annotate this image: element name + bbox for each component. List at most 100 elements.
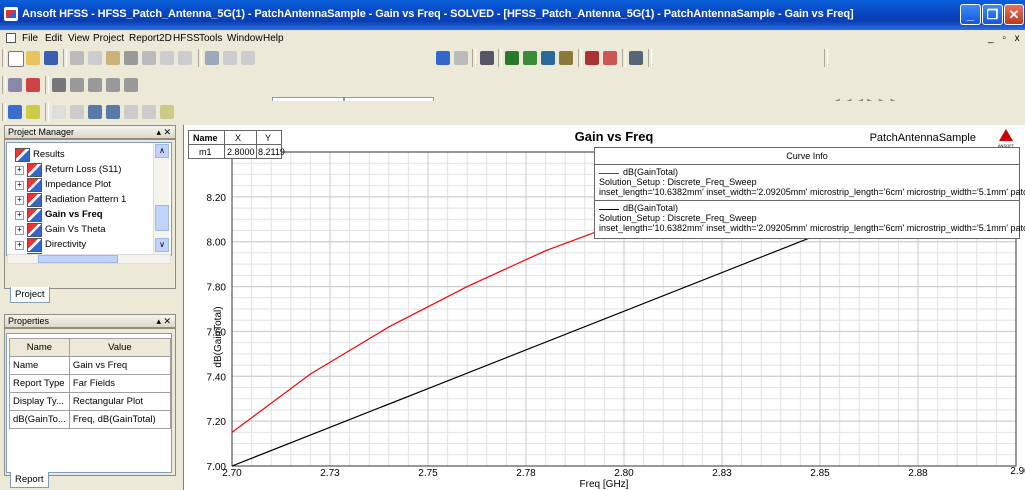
draw-icon[interactable]	[52, 78, 66, 92]
zoom-in-icon[interactable]	[88, 105, 102, 119]
draw5-icon[interactable]	[124, 78, 138, 92]
menu-help[interactable]: Help	[263, 33, 284, 44]
redo-icon[interactable]	[178, 51, 192, 65]
gain-vs-freq-chart[interactable]: 2.70 2.73 2.75 2.78 2.80 2.83 2.85 2.88 7.00 7.20…	[184, 125, 1025, 490]
select-icon[interactable]	[205, 51, 219, 65]
property-row[interactable]: Report Type Far Fields	[9, 374, 172, 393]
xaxis-tick-label: 2.83	[712, 468, 732, 479]
project-manager-header: Project Manager ▴ ✕	[4, 125, 176, 139]
menu-view[interactable]: View	[68, 33, 90, 44]
cut-icon[interactable]	[70, 51, 84, 65]
property-value[interactable]: Far Fields	[68, 374, 172, 393]
window-icon[interactable]	[629, 51, 643, 65]
panel-pin-close-icon[interactable]: ▴ ✕	[156, 127, 171, 137]
tree-item[interactable]: + Radiation Pattern 1	[7, 192, 153, 208]
property-key: Display Ty...	[9, 392, 70, 411]
zoom-icon[interactable]	[70, 105, 84, 119]
tree-item[interactable]: + Impedance Plot	[7, 177, 153, 193]
toolbar-standard: ∧∧∧∧∧∧∧∧∧ ◀◀◀▶▶▶	[0, 47, 1025, 113]
tree-scrollbar[interactable]: ∧ ∨	[153, 143, 169, 255]
marker-icon[interactable]	[585, 51, 599, 65]
report-icon	[15, 148, 30, 162]
expand-icon[interactable]: +	[15, 166, 24, 175]
whats-this-icon[interactable]	[26, 78, 40, 92]
tree-item[interactable]: + Directivity	[7, 237, 153, 253]
scroll-thumb[interactable]	[155, 205, 169, 231]
property-value[interactable]: Gain vs Freq	[68, 356, 172, 375]
close-button[interactable]: ✕	[1004, 4, 1024, 25]
mdi-window-controls[interactable]: _ ▫ x	[988, 33, 1023, 44]
tab-project[interactable]: Project	[10, 287, 50, 303]
tree-item[interactable]: + Gain Vs Theta	[7, 222, 153, 238]
properties-pin-close-icon[interactable]: ▴ ✕	[156, 316, 171, 326]
data-icon[interactable]	[480, 51, 494, 65]
xaxis-tick-label: 2.70	[222, 468, 242, 479]
expand-icon[interactable]: +	[15, 181, 24, 190]
paste-icon[interactable]	[106, 51, 120, 65]
fit-icon[interactable]	[241, 51, 255, 65]
restore-button[interactable]: ❐	[982, 4, 1003, 25]
tree-item[interactable]: + Gain vs Freq	[7, 207, 153, 223]
pan-icon[interactable]	[223, 51, 237, 65]
orient-icon[interactable]	[8, 105, 22, 119]
open-folder-icon[interactable]	[26, 51, 40, 65]
expand-icon[interactable]: +	[15, 241, 24, 250]
expand-icon[interactable]: +	[15, 196, 24, 205]
chart-icon[interactable]	[603, 51, 617, 65]
properties-col-name: Name	[9, 338, 70, 357]
scroll-down-icon[interactable]: ∨	[155, 238, 169, 252]
menu-window[interactable]: Window	[227, 33, 263, 44]
draw4-icon[interactable]	[106, 78, 120, 92]
marker-table[interactable]: Name X Y m1 2.8000 8.2119	[188, 130, 285, 159]
results-icon[interactable]	[541, 51, 555, 65]
menu-hfss[interactable]: HFSS	[173, 33, 200, 44]
new-file-icon[interactable]	[8, 51, 24, 67]
save-icon[interactable]	[44, 51, 58, 65]
curve-info-legend[interactable]: Curve Info dB(GainTotal) Solution_Setup …	[594, 147, 1025, 239]
curve2-name: dB(GainTotal)	[623, 203, 679, 213]
rotate-icon[interactable]	[26, 105, 40, 119]
validate-icon[interactable]	[505, 51, 519, 65]
property-value[interactable]: Rectangular Plot	[68, 392, 172, 411]
hfss-app-icon	[4, 7, 18, 21]
property-row[interactable]: Name Gain vs Freq	[9, 356, 172, 375]
menu-project[interactable]: Project	[93, 33, 125, 44]
hscroll-thumb[interactable]	[38, 255, 118, 263]
property-row[interactable]: Display Ty... Rectangular Plot	[9, 392, 172, 411]
analyze-icon[interactable]	[523, 51, 537, 65]
property-row[interactable]: dB(GainTo... Freq, dB(GainTotal)	[9, 410, 172, 429]
draw2-icon[interactable]	[70, 78, 84, 92]
tree-item[interactable]: Results	[7, 147, 153, 163]
dropdown-icon[interactable]	[436, 51, 450, 65]
properties-title: Properties	[8, 316, 50, 326]
zoom-out-icon[interactable]	[106, 105, 120, 119]
pan-hand-icon[interactable]	[52, 105, 66, 119]
grid-icon[interactable]	[454, 51, 468, 65]
undo-icon[interactable]	[160, 51, 174, 65]
report-icon[interactable]	[559, 51, 573, 65]
delete-icon[interactable]	[142, 51, 156, 65]
print-icon[interactable]	[124, 51, 138, 65]
marker-col-x: X	[225, 131, 257, 145]
report-plot-window[interactable]: 2.70 2.73 2.75 2.78 2.80 2.83 2.85 2.88 7.00 7.20…	[183, 125, 1025, 490]
property-value[interactable]: Freq, dB(GainTotal)	[68, 410, 172, 429]
copy-icon[interactable]	[88, 51, 102, 65]
draw3-icon[interactable]	[88, 78, 102, 92]
help-icon[interactable]	[8, 78, 22, 92]
tree-item[interactable]: + Return Loss (S11)	[7, 162, 153, 178]
measure-icon[interactable]	[160, 105, 174, 119]
yaxis-tick-label: 7.40	[207, 372, 227, 383]
tree-hscrollbar[interactable]	[7, 254, 171, 264]
tab-report[interactable]: Report	[10, 472, 49, 488]
xaxis-tick-label: 2.75	[418, 468, 438, 479]
scroll-up-icon[interactable]: ∧	[155, 144, 169, 158]
menu-tools[interactable]: Tools	[199, 33, 223, 44]
menu-report2d[interactable]: Report2D	[129, 33, 172, 44]
expand-icon[interactable]: +	[15, 226, 24, 235]
fit-selection-icon[interactable]	[142, 105, 156, 119]
menu-edit[interactable]: Edit	[45, 33, 63, 44]
fit-all-icon[interactable]	[124, 105, 138, 119]
expand-icon[interactable]: +	[15, 211, 24, 220]
minimize-button[interactable]: _	[960, 4, 981, 25]
menu-file[interactable]: File	[22, 33, 39, 44]
